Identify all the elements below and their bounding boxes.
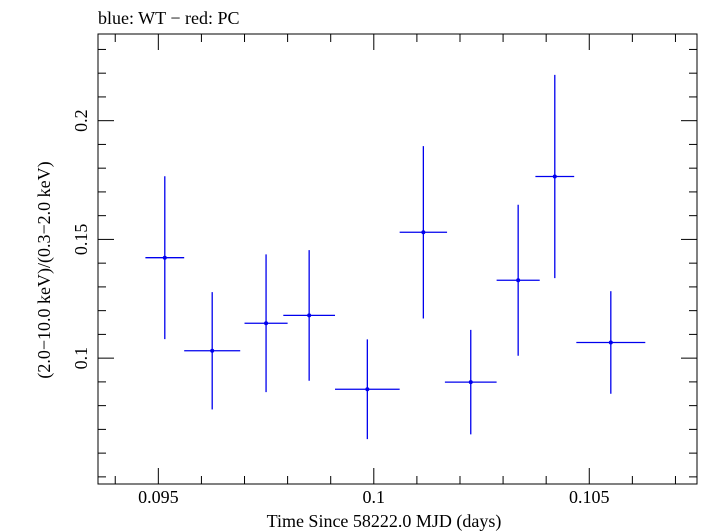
y-tick-label: 0.2	[71, 109, 91, 132]
point-marker	[608, 340, 613, 345]
point-marker	[162, 255, 167, 260]
x-tick-label: 0.095	[138, 487, 179, 507]
point-marker	[516, 278, 521, 283]
data-point	[399, 146, 448, 319]
data-point	[184, 292, 241, 410]
data-point	[496, 204, 540, 356]
data-point	[283, 250, 336, 381]
point-marker	[468, 380, 473, 385]
x-tick-label: 0.1	[363, 487, 386, 507]
data-point	[576, 291, 646, 394]
data-point	[335, 339, 400, 440]
x-tick-label: 0.105	[569, 487, 610, 507]
plot-frame	[97, 33, 698, 485]
data-points	[145, 74, 646, 440]
point-marker	[365, 387, 370, 392]
y-axis-label: (2.0−10.0 keV)/(0.3−2.0 keV)	[34, 161, 55, 378]
point-marker	[307, 313, 312, 318]
point-marker	[421, 230, 426, 235]
data-point	[145, 176, 185, 340]
x-axis-label: Time Since 58222.0 MJD (days)	[267, 511, 502, 532]
point-marker	[264, 321, 269, 326]
y-tick-label: 0.15	[71, 224, 91, 256]
y-tick-label: 0.1	[71, 347, 91, 370]
data-point	[535, 74, 575, 279]
point-marker	[552, 174, 557, 179]
point-marker	[210, 348, 215, 353]
axis-ticks	[98, 34, 697, 484]
data-point	[244, 254, 288, 393]
data-point	[444, 329, 497, 435]
axis-tick-labels: 0.095 0.1 0.105 0.1 0.15 0.2	[71, 109, 610, 507]
chart-title: blue: WT − red: PC	[98, 8, 239, 28]
